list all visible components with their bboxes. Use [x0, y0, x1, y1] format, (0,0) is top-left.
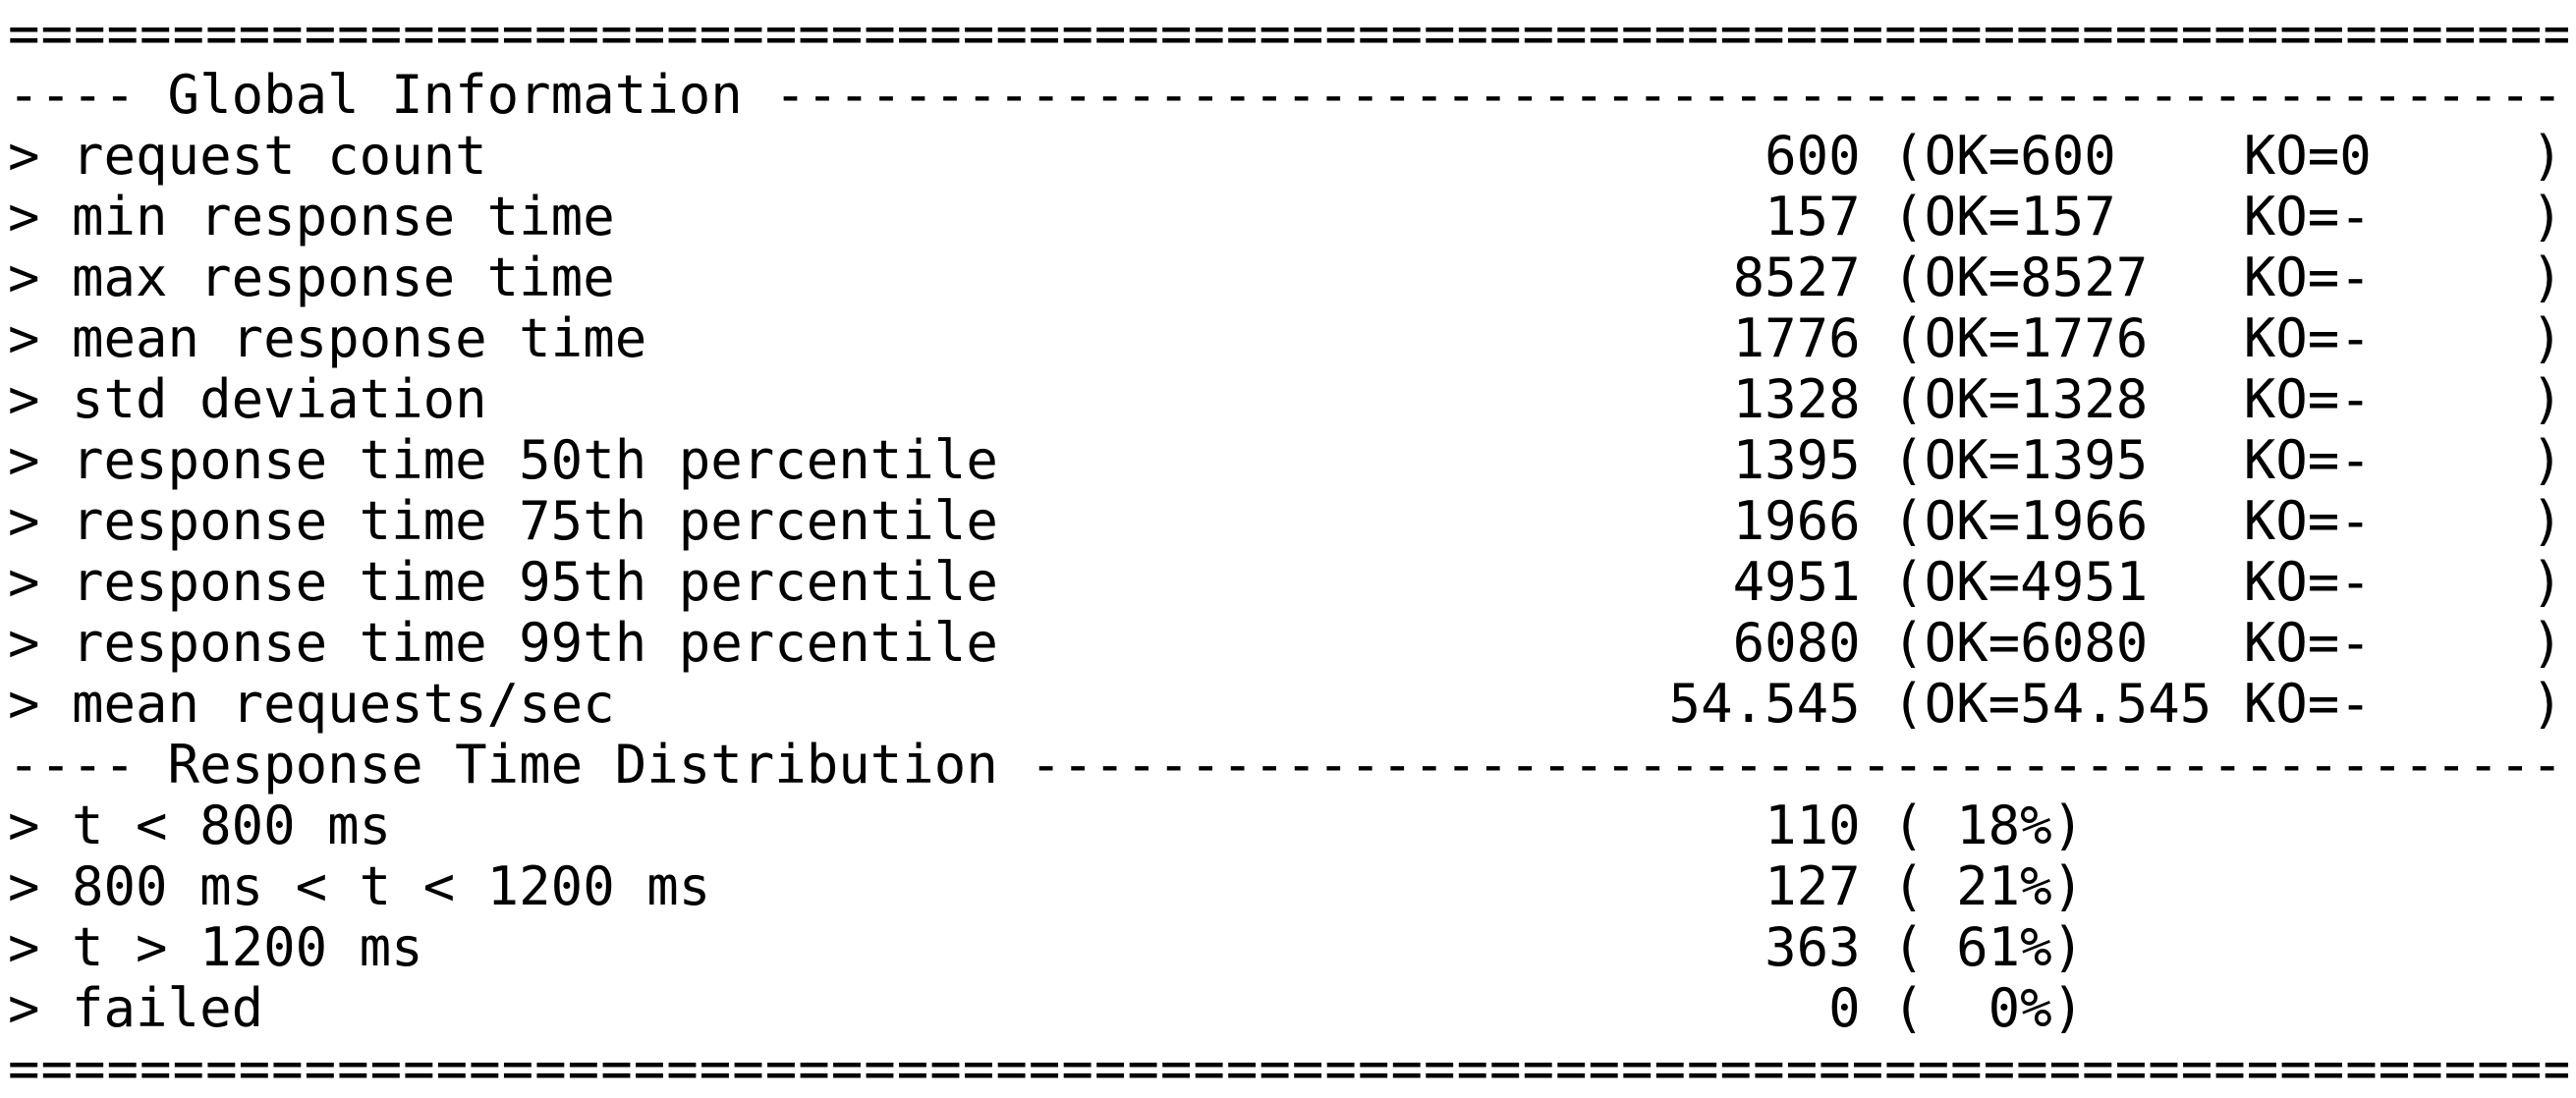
distribution-row-failed: > failed 0 ( 0%) — [8, 978, 2568, 1039]
stat-row-50th-percentile: > response time 50th percentile 1395 (OK… — [8, 430, 2568, 491]
terminal-output: ========================================… — [8, 4, 2568, 1094]
distribution-row-over-1200: > t > 1200 ms 363 ( 61%) — [8, 917, 2568, 978]
stat-row-mean-response-time: > mean response time 1776 (OK=1776 KO=- … — [8, 308, 2568, 369]
distribution-row-under-800: > t < 800 ms 110 ( 18%) — [8, 796, 2568, 856]
stat-row-95th-percentile: > response time 95th percentile 4951 (OK… — [8, 552, 2568, 613]
section-header-global-information: ---- Global Information ----------------… — [8, 65, 2568, 126]
stat-row-99th-percentile: > response time 99th percentile 6080 (OK… — [8, 613, 2568, 674]
section-header-response-time-distribution: ---- Response Time Distribution --------… — [8, 735, 2568, 796]
stat-row-request-count: > request count 600 (OK=600 KO=0 ) — [8, 126, 2568, 187]
separator-top: ========================================… — [8, 4, 2568, 65]
separator-bottom: ========================================… — [8, 1039, 2568, 1094]
stat-row-std-deviation: > std deviation 1328 (OK=1328 KO=- ) — [8, 369, 2568, 430]
stat-row-max-response-time: > max response time 8527 (OK=8527 KO=- ) — [8, 247, 2568, 308]
stat-row-75th-percentile: > response time 75th percentile 1966 (OK… — [8, 491, 2568, 552]
stat-row-mean-requests-per-sec: > mean requests/sec 54.545 (OK=54.545 KO… — [8, 674, 2568, 735]
distribution-row-800-to-1200: > 800 ms < t < 1200 ms 127 ( 21%) — [8, 856, 2568, 917]
stat-row-min-response-time: > min response time 157 (OK=157 KO=- ) — [8, 187, 2568, 247]
